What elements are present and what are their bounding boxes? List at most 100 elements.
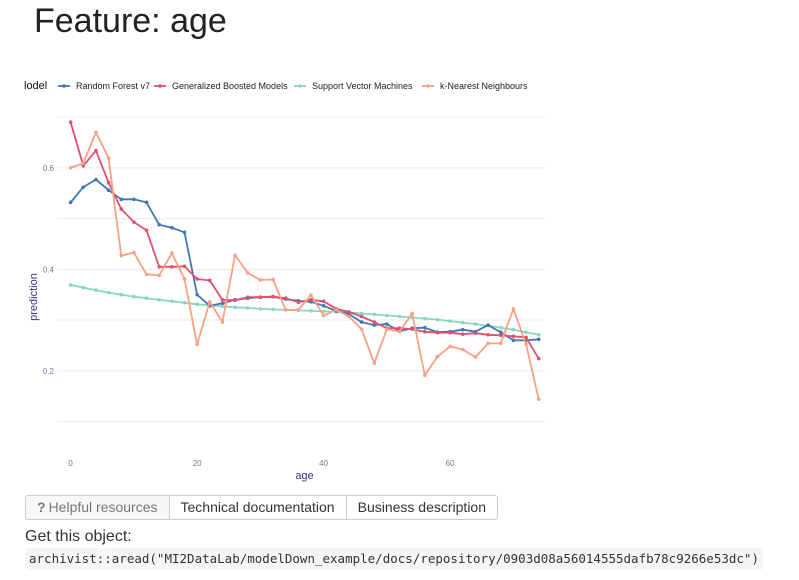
data-point — [448, 330, 452, 335]
data-point — [170, 264, 174, 269]
data-point — [245, 271, 250, 275]
data-point — [473, 355, 478, 359]
data-point — [385, 327, 389, 331]
data-point — [157, 222, 161, 227]
legend-item: Generalized Boosted Models — [154, 81, 288, 91]
data-point — [473, 331, 478, 336]
data-point — [170, 225, 174, 230]
data-point — [524, 335, 528, 340]
legend-item: Random Forest v7 — [58, 81, 150, 91]
data-point — [511, 334, 516, 339]
data-point — [207, 299, 212, 304]
data-point — [423, 316, 427, 321]
y-axis-title: prediction — [28, 273, 40, 321]
data-point — [106, 180, 111, 185]
x-axis-title: age — [295, 470, 313, 482]
data-point — [524, 330, 528, 335]
data-point — [511, 307, 516, 311]
data-point — [220, 320, 225, 324]
data-point — [347, 310, 351, 314]
legend-label: Support Vector Machines — [312, 81, 413, 91]
data-point — [536, 337, 541, 342]
tab-button-group: ? Helpful resources Technical documentati… — [25, 495, 499, 520]
y-tick-label: 0.6 — [43, 164, 55, 173]
data-point — [448, 344, 452, 349]
data-point — [448, 319, 452, 323]
y-tick-label: 0.4 — [43, 265, 55, 274]
data-point — [271, 294, 275, 299]
data-point — [245, 306, 250, 310]
page-title: Feature: age — [34, 2, 227, 40]
chart-series — [68, 120, 541, 401]
data-point — [536, 356, 541, 361]
data-point — [372, 312, 377, 317]
data-point — [195, 277, 199, 281]
data-point — [511, 327, 516, 332]
data-point — [271, 277, 275, 282]
data-point — [385, 313, 389, 318]
data-point — [144, 272, 149, 277]
data-point — [347, 314, 351, 319]
data-point — [119, 197, 124, 202]
data-point — [460, 327, 465, 332]
data-point — [258, 307, 263, 311]
data-point — [132, 197, 136, 202]
data-point — [195, 292, 199, 297]
data-point — [182, 264, 187, 269]
data-point — [359, 320, 364, 324]
data-point — [94, 148, 98, 153]
data-point — [170, 299, 174, 304]
legend-swatch-point — [158, 84, 162, 88]
series-line-support-vector-machines — [70, 284, 539, 336]
helpful-resources-label: Helpful resources — [48, 499, 158, 515]
chart-grid — [58, 116, 545, 422]
data-point — [397, 314, 402, 319]
archivist-code: archivist::aread("MI2DataLab/modelDown_e… — [25, 548, 763, 570]
data-point — [498, 330, 503, 335]
business-description-button[interactable]: Business description — [345, 495, 499, 520]
data-point — [258, 278, 263, 282]
data-point — [207, 278, 212, 283]
data-point — [106, 188, 111, 192]
data-point — [486, 323, 490, 327]
chart-legend: lodel Random Forest v7 Generalized Boosted… — [24, 80, 528, 92]
get-object-label: Get this object: — [25, 528, 132, 545]
legend-title: lodel — [24, 80, 47, 92]
data-point — [106, 290, 111, 295]
data-point — [536, 397, 541, 401]
data-point — [119, 253, 124, 258]
data-point — [435, 317, 440, 322]
data-point — [94, 177, 98, 182]
series-line-k-nearest-neighbours — [70, 131, 540, 400]
data-point — [460, 332, 465, 337]
data-point — [220, 301, 225, 306]
data-point — [524, 342, 528, 346]
x-tick-label: 40 — [319, 459, 328, 468]
data-point — [309, 309, 313, 313]
data-point — [233, 305, 237, 310]
data-point — [220, 304, 225, 309]
data-point — [220, 297, 225, 302]
question-icon: ? — [37, 499, 46, 515]
data-point — [410, 327, 414, 331]
data-point — [233, 253, 237, 257]
data-point — [536, 332, 541, 337]
data-point — [283, 296, 288, 301]
data-point — [119, 292, 124, 297]
data-point — [68, 283, 73, 287]
data-point — [321, 299, 326, 304]
data-point — [271, 307, 275, 312]
data-point — [423, 329, 427, 334]
data-point — [372, 320, 377, 324]
data-point — [132, 250, 136, 255]
x-tick-label: 60 — [446, 459, 455, 468]
data-point — [321, 313, 326, 318]
data-point — [258, 295, 263, 300]
chart-ticks: 0.2 0.4 0.6 0 20 40 60 — [43, 164, 455, 468]
data-point — [359, 327, 364, 331]
data-point — [195, 302, 199, 307]
data-point — [359, 311, 364, 316]
data-point — [195, 342, 199, 347]
helpful-resources-button[interactable]: ? Helpful resources — [25, 495, 170, 520]
technical-documentation-button[interactable]: Technical documentation — [168, 495, 347, 520]
